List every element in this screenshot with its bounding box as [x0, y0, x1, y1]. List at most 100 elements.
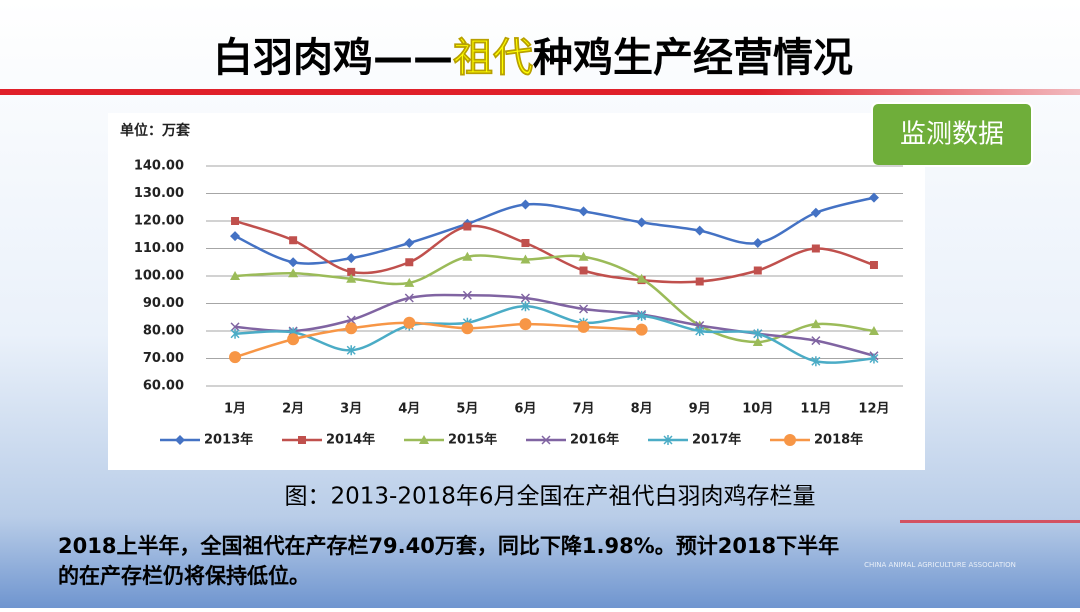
legend-marker [298, 436, 306, 444]
marker [230, 328, 240, 339]
marker [346, 345, 356, 356]
title-highlight: 祖代 [453, 35, 533, 81]
marker [753, 266, 762, 275]
marker [289, 236, 298, 245]
legend-marker [784, 434, 796, 446]
marker [810, 207, 821, 218]
marker [695, 326, 705, 336]
series-line [235, 304, 875, 364]
y-tick-label: 70.00 [143, 351, 184, 366]
marker [231, 217, 240, 225]
marker [752, 238, 763, 248]
legend-marker [663, 435, 673, 445]
legend-label: 2016年 [570, 432, 619, 448]
y-tick-label: 110.00 [134, 241, 184, 256]
y-tick-label: 80.00 [143, 324, 184, 339]
title-part: 种鸡生产经营情况 [533, 35, 853, 81]
y-tick-label: 120.00 [134, 214, 184, 229]
marker [462, 290, 472, 300]
x-tick-label: 12月 [858, 402, 889, 417]
marker [403, 316, 416, 329]
marker [404, 293, 414, 303]
x-tick-label: 7月 [573, 402, 595, 417]
legend-marker [419, 435, 429, 444]
marker [579, 304, 589, 314]
y-tick-label: 130.00 [134, 186, 184, 201]
x-tick-label: 6月 [514, 402, 536, 417]
marker [346, 315, 356, 325]
marker [346, 273, 357, 283]
x-tick-label: 3月 [340, 402, 362, 417]
marker [288, 268, 299, 278]
x-tick-label: 1月 [224, 402, 246, 417]
y-tick-label: 140.00 [134, 159, 184, 174]
marker [462, 251, 473, 261]
watermark: CHINA ANIMAL AGRICULTURE ASSOCIATION [864, 561, 1016, 569]
x-tick-label: 5月 [456, 402, 478, 417]
marker [579, 266, 588, 275]
y-tick-label: 60.00 [143, 379, 184, 394]
marker [347, 267, 356, 276]
legend-label: 2013年 [204, 432, 253, 448]
title-part: 白羽肉鸡—— [213, 35, 453, 81]
marker [521, 239, 530, 247]
marker [230, 322, 240, 332]
series-line [234, 219, 875, 284]
marker [230, 271, 241, 280]
marker [463, 222, 472, 231]
legend-label: 2017年 [692, 432, 741, 448]
marker [811, 244, 820, 253]
x-tick-label: 9月 [689, 402, 711, 417]
badge-text: 监测数据 [900, 120, 1004, 150]
legend-label: 2018年 [814, 432, 863, 448]
legend-marker [541, 435, 551, 445]
marker [694, 225, 705, 236]
marker [287, 333, 300, 346]
x-tick-label: 11月 [800, 402, 831, 417]
marker [810, 319, 821, 329]
x-tick-label: 2月 [282, 402, 304, 417]
marker [752, 337, 763, 346]
marker [636, 217, 647, 228]
marker [520, 301, 530, 312]
marker [868, 192, 879, 203]
marker [578, 206, 589, 217]
caption: 图：2013-2018年6月全国在产祖代白羽肉鸡存栏量 [285, 484, 816, 510]
marker [230, 231, 241, 242]
marker [520, 199, 531, 210]
badge [871, 102, 1033, 167]
unit-label: 单位：万套 [120, 122, 190, 139]
marker [753, 328, 763, 339]
y-tick-label: 100.00 [134, 269, 184, 284]
marker [578, 251, 589, 261]
series-line [234, 196, 875, 265]
slide-title: 白羽肉鸡——祖代种鸡生产经营情况 [213, 35, 853, 81]
y-tick-label: 90.00 [143, 296, 184, 311]
marker [345, 322, 358, 335]
legend-label: 2015年 [448, 432, 497, 448]
x-tick-label: 8月 [631, 402, 653, 417]
marker [868, 326, 879, 335]
marker [519, 318, 532, 331]
marker [637, 310, 647, 321]
x-tick-label: 4月 [398, 402, 420, 417]
legend-marker [175, 435, 185, 445]
note-line: 的在产存栏仍将保持低位。 [58, 564, 310, 588]
chart-area [108, 113, 925, 470]
x-tick-label: 10月 [742, 402, 773, 417]
marker [520, 293, 530, 303]
marker [229, 351, 242, 364]
marker [811, 356, 821, 367]
marker [288, 257, 299, 268]
accent-rule [900, 520, 1080, 523]
marker [404, 277, 415, 287]
legend-label: 2014年 [326, 432, 375, 448]
marker [405, 258, 414, 267]
marker [635, 323, 648, 336]
title-rule [0, 89, 1080, 95]
marker [461, 322, 474, 335]
marker [869, 261, 878, 269]
marker [695, 277, 704, 286]
